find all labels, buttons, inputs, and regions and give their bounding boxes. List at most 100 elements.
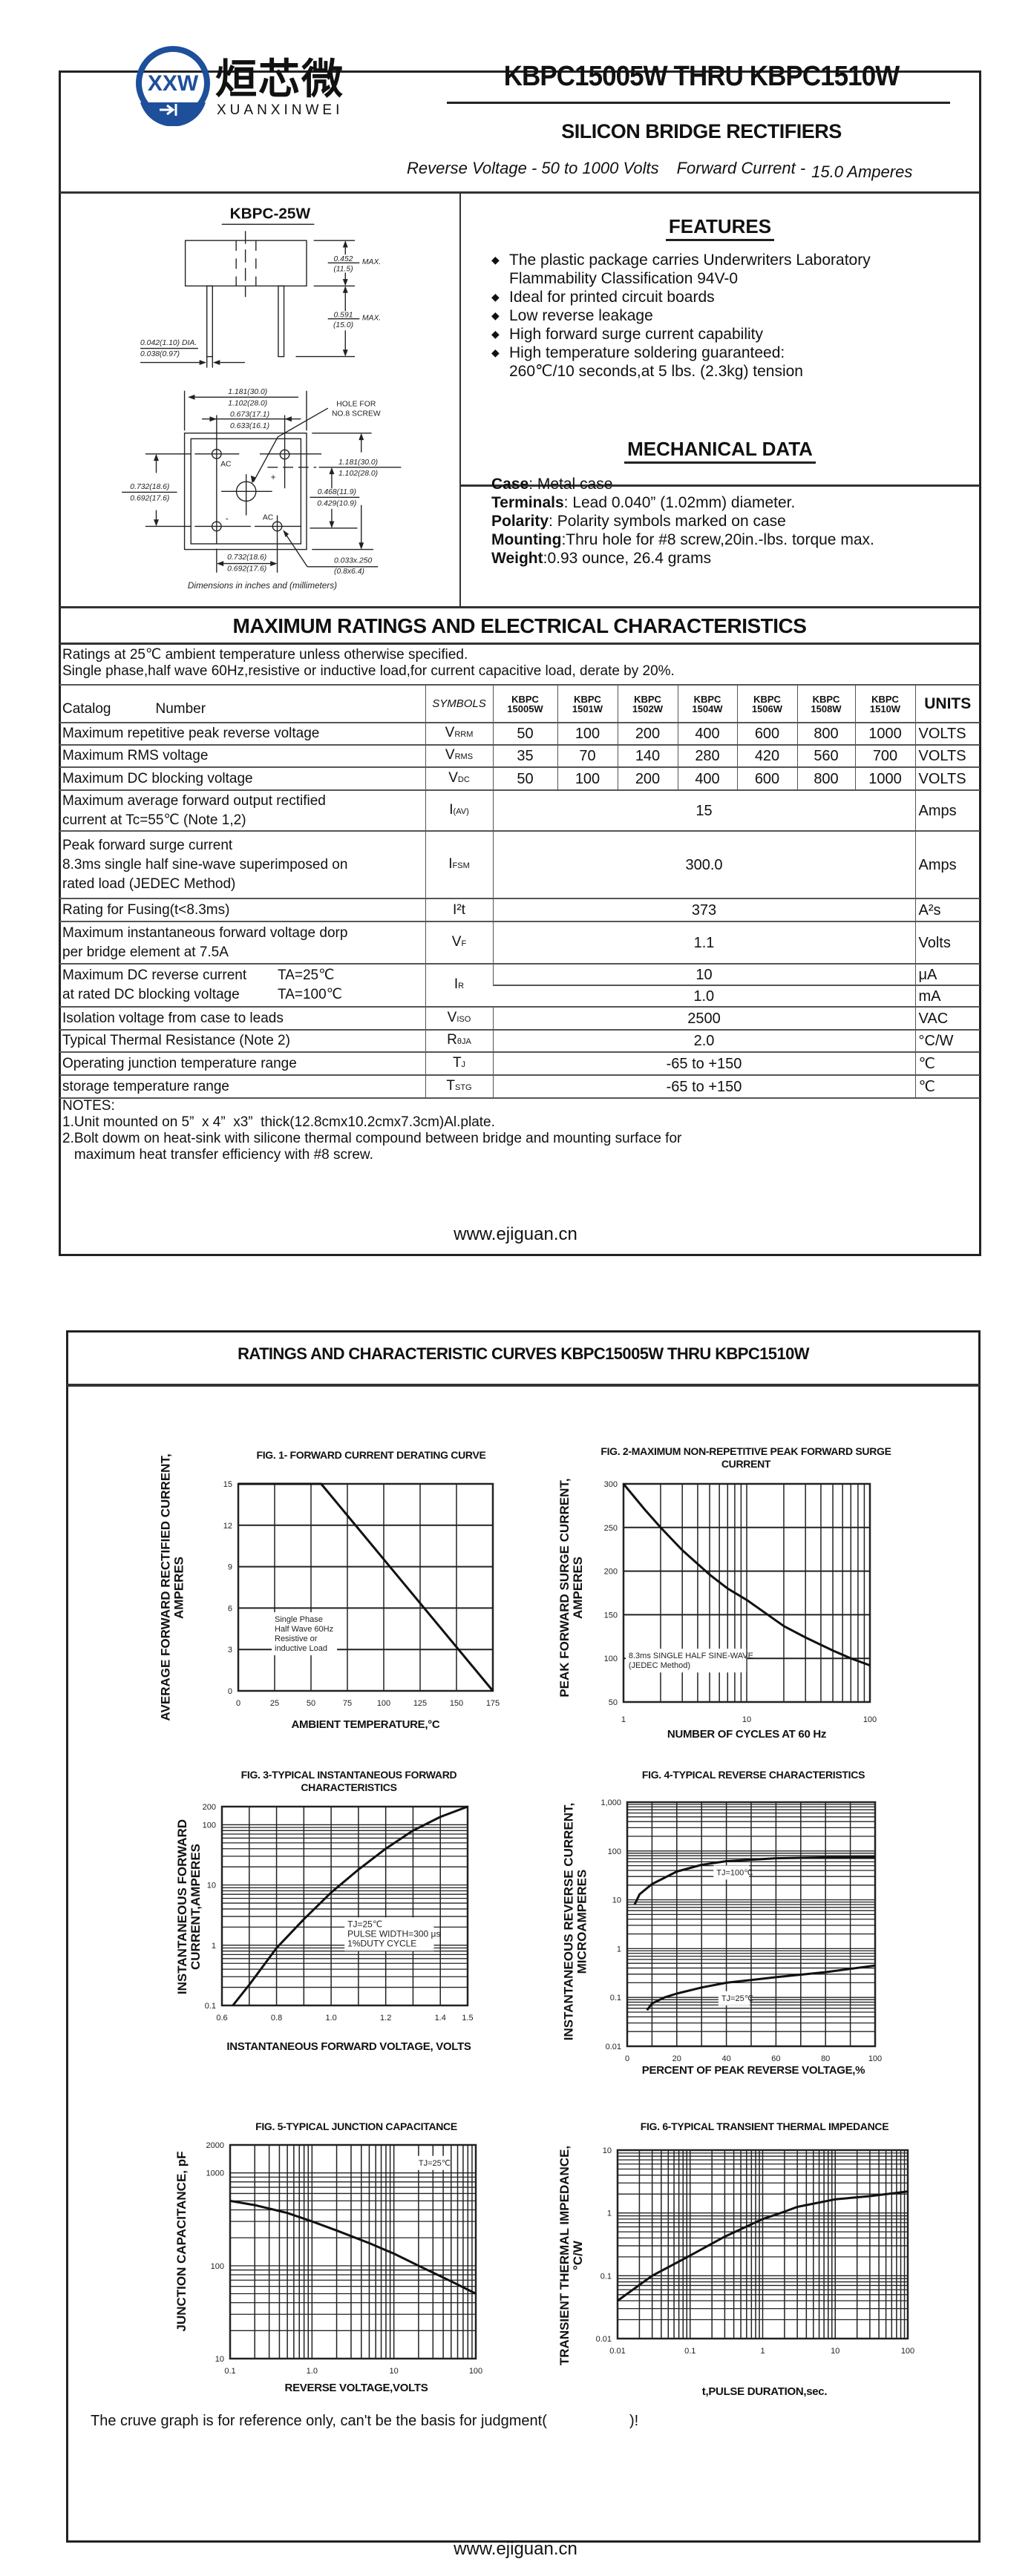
subtitle: SILICON BRIDGE RECTIFIERS [561,120,842,142]
y-tick-label: 250 [604,1524,618,1533]
unit-cell: ℃ [914,1074,980,1098]
part-suffix: 1508W [811,703,842,714]
x-tick-label: 0.8 [271,2014,282,2023]
unit-cell: °C/W [914,1029,980,1052]
y-tick-label: 0 [228,1687,232,1696]
parameter-label: Typical Thermal Resistance (Note 2) [59,1029,425,1052]
x-tick-label: 0.6 [216,2014,227,2023]
feature-text: Flammability Classification 94V-0 [509,270,739,287]
curves-title-divider [67,1384,980,1387]
feature-item: ◆ Ideal for printed circuit boards [490,288,871,306]
parameter-line: Operating junction temperature range [62,1055,297,1071]
part-suffix: 15005W [507,703,543,714]
terminal-ac: AC [220,460,232,468]
parameter-line: current at Tc=55℃ (Note 1,2) [62,812,246,828]
parameter-line: 8.3ms single half sine-wave superimposed… [62,856,348,873]
symbol: RθJA [425,1029,493,1052]
unit-cell: Amps [914,789,980,831]
value-cell: 600 [736,722,797,745]
condition: TA=100℃ [278,987,343,1002]
parameter-line: rated load (JEDEC Method) [62,875,236,892]
parameter-line: Maximum repetitive peak reverse voltage [62,726,320,741]
annotation-text: inductive Load [275,1644,327,1653]
symbol: I(AV) [425,789,493,831]
chart-title: FIG. 2-MAXIMUM NON-REPETITIVE PEAK FORWA… [600,1445,891,1470]
y-tick-label: 10 [603,2146,612,2155]
value-cell: 400 [677,722,737,745]
parameter-line: Maximum RMS voltage [62,748,209,763]
dim-text: 0.468(11.9) [318,488,356,496]
value-cell: 35 [492,744,557,767]
table-row: Maximum DC reverse current TA=25℃ at rated… [59,963,980,1007]
value-cell: 70 [557,744,618,767]
x-tick-label: 40 [721,2054,730,2063]
dim-text: MAX. [362,258,381,266]
footer-link[interactable]: www.ejiguan.cn [454,1224,577,1244]
symbol-main: V [447,1009,457,1025]
part-number-header: KBPC 1504W [677,684,737,723]
parameter-line: Maximum instantaneous forward voltage do… [62,924,348,941]
symbol-main: I²t [453,901,465,918]
disclaimer: The cruve graph is for reference only, c… [91,2413,639,2429]
parameter-label: Isolation voltage from case to leads [59,1006,425,1030]
annotation-box [344,1917,434,1951]
parameter-text: Maximum repetitive peak reverse voltage [62,724,422,743]
parameter-text: Isolation voltage from case to leads [62,1009,422,1028]
parameter-label: Operating junction temperature range [59,1051,425,1075]
footer-link[interactable]: www.ejiguan.cn [454,2539,577,2559]
parameter-text: 8.3ms single half sine-wave superimposed… [62,855,422,875]
mechanical-key: Mounting [491,531,562,548]
y-axis-label-line: INSTANTANEOUS REVERSE CURRENT, [561,1802,575,2041]
y-tick-label: 10 [215,2355,224,2364]
value-cell: 50 [492,722,557,745]
feature-item: ◆ Low reverse leakage [490,306,871,325]
table-header-row: Catalog Number SYMBOLS KBPC 15005W KBPC 1501W K… [59,684,980,723]
diamond-bullet-icon: ◆ [491,346,500,358]
mechanical-key: Terminals [491,494,564,511]
features-title: FEATURES [460,215,980,241]
value-cell: -65 to +150 [492,1074,915,1098]
series-line [622,1483,871,1667]
table-row: Maximum average forward output rectified… [59,789,980,831]
y-tick-label: 0.1 [600,2272,612,2281]
x-tick-label: 75 [343,1699,352,1708]
value-cell: 200 [617,722,678,745]
unit-cell: A²s [914,898,980,921]
title-underline [447,102,950,104]
symbols-header: SYMBOLS [425,684,493,723]
annotation-text: TJ=25℃ [419,2159,451,2168]
unit-cell: μA [914,963,980,985]
catalog-label: Catalog [62,701,111,717]
parameter-line: storage temperature range [62,1078,229,1094]
dim-text: 1.181(30.0) [228,388,267,396]
parameter-text: storage temperature range [62,1077,422,1097]
y-tick-label: 9 [228,1563,232,1572]
part-suffix: 1510W [869,703,901,714]
parameter-line: Maximum average forward output rectified [62,792,326,809]
parameter-label: Rating for Fusing(t<8.3ms) [59,898,425,921]
dim-text: 0.673(17.1) [230,410,269,418]
chart-plot: 8.3ms SINGLE HALF SINE-WAVE(JEDEC Method… [604,1480,877,1724]
mechanical-item: Case: Metal case [491,475,874,493]
conditions-line: Ratings at 25℃ ambient temperature unles… [62,647,468,663]
chart-title: FIG. 5-TYPICAL JUNCTION CAPACITANCE [255,2120,457,2132]
part-series: KBPC [634,693,661,705]
part-series: KBPC [574,693,601,705]
mechanical-value: : Lead 0.040” (1.02mm) diameter. [563,494,796,511]
y-axis-label-line: PEAK FORWARD SURGE CURRENT, [557,1478,572,1698]
part-number-header: KBPC 1510W [854,684,915,723]
y-tick-label: 6 [228,1604,232,1613]
parameter-text: Operating junction temperature range [62,1054,422,1074]
x-axis-label: REVERSE VOLTAGE,VOLTS [284,2382,428,2394]
package-drawing: KBPC-25W 0.452 (11.5) MAX. 0.591 (15.0) … [122,206,402,591]
symbol: VDC [425,766,493,790]
part-series: KBPC [693,693,721,705]
mechanical-key: Case [491,476,529,493]
symbol: VRMS [425,744,493,767]
ratings-table: Catalog Number SYMBOLS KBPC 15005W KBPC 1501W K… [59,684,980,1100]
part-suffix: 1506W [751,703,783,714]
value-cell: 10 [492,963,915,985]
parameter-line: Maximum DC blocking voltage [62,770,253,786]
x-tick-label: 10 [831,2347,839,2356]
part-series: KBPC [812,693,840,705]
